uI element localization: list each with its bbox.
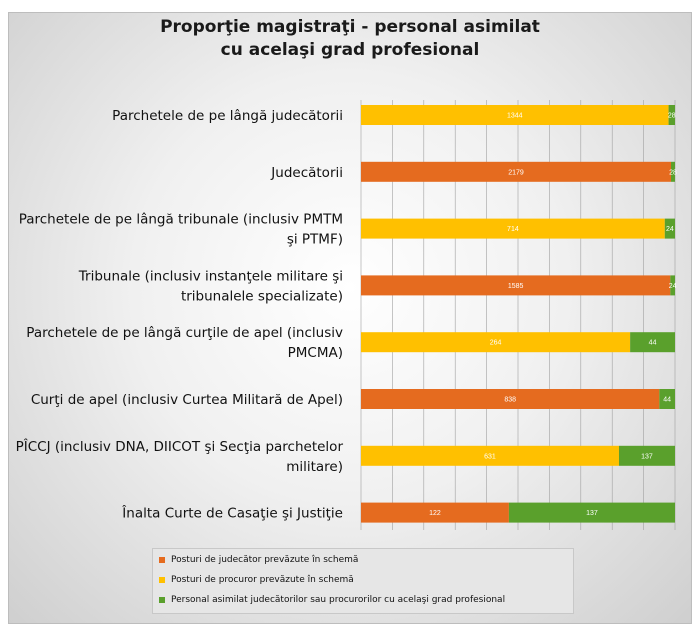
data-label-judges: 1585 xyxy=(508,283,524,290)
data-label-assimilated: 24 xyxy=(666,226,674,233)
data-label-judges: 122 xyxy=(429,510,441,517)
data-label-assimilated: 137 xyxy=(641,453,653,460)
bar-segment-prosecutors xyxy=(361,105,669,125)
legend-item-judges: Posturi de judecător prevăzute în schemă xyxy=(159,552,358,568)
chart-title-line-2: cu acelaşi grad profesional xyxy=(220,40,480,60)
category-label: Înalta Curte de Casaţie şi Justiţie xyxy=(121,504,343,522)
bar-segment-prosecutors xyxy=(361,218,665,239)
data-label-prosecutors: 1344 xyxy=(507,113,523,120)
bar-segment-assimilated xyxy=(670,275,675,296)
bar-segment-judges xyxy=(361,275,671,296)
legend-label-prosecutors: Posturi de procuror prevăzute în schemă xyxy=(171,575,354,585)
data-label-assimilated: 44 xyxy=(663,397,671,404)
legend-item-assimilated: Personal asimilat judecătorilor sau proc… xyxy=(159,592,505,608)
bar-segment-assimilated xyxy=(618,445,675,466)
bar-segment-assimilated xyxy=(671,161,675,182)
data-label-prosecutors: 264 xyxy=(490,340,502,347)
category-label: Tribunale (inclusiv instanţele militare … xyxy=(78,268,343,304)
category-label: PÎCCJ (inclusiv DNA, DIICOT şi Secţia pa… xyxy=(16,437,344,475)
bar-segment-prosecutors xyxy=(361,445,619,466)
legend-swatch-judges xyxy=(159,557,165,563)
bars: 1344 28 2179 28 714 24 1585 24 264 44 838 44 631 137 1… xyxy=(361,105,677,523)
chart-title: Proporţie magistraţi - personal asimilat… xyxy=(0,16,700,62)
legend-label-judges: Posturi de judecător prevăzute în schemă xyxy=(171,555,359,565)
category-label: Parchetele de pe lângă tribunale (inclus… xyxy=(19,212,343,248)
data-label-assimilated: 137 xyxy=(586,510,598,517)
data-label-assimilated: 44 xyxy=(649,340,657,347)
category-label: Parchetele de pe lângă curţile de apel (… xyxy=(26,325,343,361)
bar-segment-judges xyxy=(361,161,672,182)
data-label-prosecutors: 631 xyxy=(484,453,496,460)
data-label-assimilated: 28 xyxy=(669,169,677,176)
data-label-assimilated: 24 xyxy=(669,283,677,290)
bar-segment-judges xyxy=(361,502,509,523)
category-label: Parchetele de pe lângă judecătorii xyxy=(112,108,343,124)
data-label-judges: 2179 xyxy=(508,169,524,176)
data-label-judges: 838 xyxy=(504,397,516,404)
legend-swatch-prosecutors xyxy=(159,577,165,583)
bar-chart: Parchetele de pe lângă judecătorii Judecă… xyxy=(16,100,677,530)
bar-segment-prosecutors xyxy=(361,332,631,353)
bar-segment-assimilated xyxy=(659,389,675,409)
legend: Posturi de judecător prevăzute în schemă… xyxy=(152,548,574,614)
category-labels: Parchetele de pe lângă judecătorii Judecă… xyxy=(16,108,344,522)
bar-segment-assimilated xyxy=(508,502,675,523)
legend-swatch-assimilated xyxy=(159,597,165,603)
data-label-prosecutors: 714 xyxy=(507,226,519,233)
legend-item-prosecutors: Posturi de procuror prevăzute în schemă xyxy=(159,572,354,588)
bar-segment-assimilated xyxy=(664,218,675,239)
data-label-assimilated: 28 xyxy=(668,113,676,120)
chart-title-line-1: Proporţie magistraţi - personal asimilat xyxy=(160,17,540,37)
bar-segment-assimilated xyxy=(668,105,675,125)
bar-segment-assimilated xyxy=(630,332,675,353)
category-label: Curţi de apel (inclusiv Curtea Militară … xyxy=(31,392,343,408)
legend-label-assimilated: Personal asimilat judecătorilor sau proc… xyxy=(171,595,506,605)
category-label: Judecătorii xyxy=(270,165,343,181)
bar-segment-judges xyxy=(361,389,660,409)
